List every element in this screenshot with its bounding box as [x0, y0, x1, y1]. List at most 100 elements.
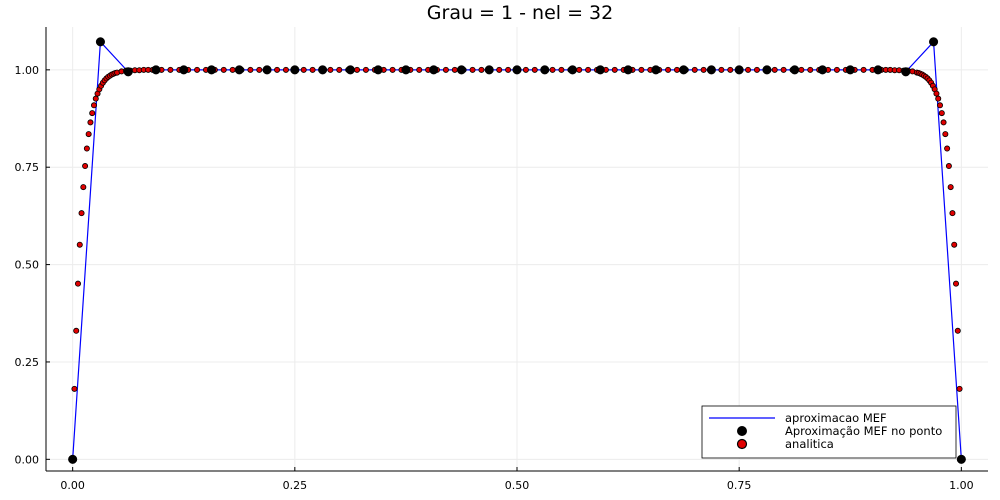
analytic-point [167, 66, 174, 73]
analytic-point [74, 280, 81, 287]
fem-node-point [456, 65, 467, 75]
fem-node-point [345, 65, 355, 75]
legend-node-swatch [737, 426, 747, 436]
analytic-point [611, 66, 618, 73]
legend: aproximacao MEF Aproximação MEF no ponto… [701, 405, 957, 459]
analytic-point [954, 327, 961, 334]
analytic-point [82, 163, 89, 170]
fem-node-point [512, 65, 522, 75]
analytic-point [700, 66, 707, 73]
analytic-point [549, 66, 556, 73]
fem-node-point [679, 65, 689, 75]
analytic-point [940, 119, 947, 126]
analytic-point [949, 210, 956, 217]
analytic-point [780, 66, 787, 73]
analytic-point [73, 327, 80, 334]
y-tick-label: 0.00 [15, 453, 40, 466]
analytic-point [247, 66, 254, 73]
analytic-point [442, 66, 449, 73]
fem-node-point [540, 65, 550, 75]
analytic-point [300, 66, 307, 73]
legend-label-nodes: Aproximação MEF no ponto [785, 424, 942, 438]
fem-node-point [929, 37, 939, 47]
fem-node-point [373, 65, 383, 75]
analytic-point [76, 241, 83, 248]
axes [45, 27, 988, 472]
analytic-point [745, 66, 752, 73]
analytic-point [362, 66, 369, 73]
fem-node-point [262, 65, 272, 75]
analytic-point [938, 110, 945, 117]
analytic-point [937, 102, 944, 109]
analytic-point [956, 385, 963, 392]
analytic-point [92, 95, 99, 102]
fem-node-point [484, 65, 494, 75]
analytic-point [336, 66, 343, 73]
analytic-point [83, 145, 90, 152]
fem-node-point [179, 65, 189, 75]
analytic-point [951, 241, 958, 248]
legend-label-line: aproximacao MEF [785, 411, 887, 425]
analytic-point [71, 385, 78, 392]
fem-node-point [95, 37, 105, 47]
analytic-point [469, 66, 476, 73]
analytic-point [89, 110, 96, 117]
fem-node-point [845, 65, 855, 75]
analytic-point [833, 66, 840, 73]
analytic-point [944, 145, 951, 152]
analytic-point [860, 66, 867, 73]
fem-node-point [956, 454, 966, 464]
fem-node-point [595, 65, 605, 75]
fem-node-point [901, 67, 911, 77]
analytic-point [496, 66, 503, 73]
x-tick-label: 1.00 [949, 479, 974, 492]
analytic-point [585, 66, 592, 73]
fem-node-point [817, 65, 828, 75]
analytic-point [665, 66, 672, 73]
analytic-point [947, 184, 954, 191]
analytic-point [638, 66, 645, 73]
grid [46, 27, 988, 471]
analytic-point [727, 66, 734, 73]
y-tick-label: 1.00 [15, 64, 40, 77]
legend-label-analytic: analitica [785, 437, 834, 451]
analytic-point [942, 131, 949, 138]
fem-node-point [623, 65, 633, 75]
fem-node-point [790, 65, 800, 75]
analytic-point [389, 66, 396, 73]
analytic-point [807, 66, 814, 73]
analytic-point [416, 66, 423, 73]
analytic-point [80, 184, 87, 191]
analytic-point [771, 66, 778, 73]
analytic-point [451, 66, 458, 73]
fem-node-point [123, 67, 133, 77]
analytic-point [531, 66, 538, 73]
analytic-point [354, 66, 361, 73]
analytic-point [229, 66, 236, 73]
analytic-point [945, 163, 952, 170]
fem-node-point [734, 65, 744, 75]
analytic-point [753, 66, 760, 73]
x-tick-label: 0.50 [505, 479, 530, 492]
analytic-point [78, 210, 85, 217]
fem-node-point [429, 65, 439, 75]
fem-node-point [290, 65, 300, 75]
x-tick-label: 0.25 [283, 479, 308, 492]
analytic-point [522, 66, 529, 73]
fem-node-point [567, 65, 578, 75]
analytic-point [478, 66, 485, 73]
y-tick-label: 0.75 [15, 161, 40, 174]
y-tick-label: 0.50 [15, 259, 40, 272]
chart-title: Grau = 1 - nel = 32 [427, 2, 613, 24]
analytic-point [87, 119, 94, 126]
analytic-point [505, 66, 512, 73]
analytic-point [673, 66, 680, 73]
analytic-point [282, 66, 289, 73]
x-tick-label: 0.75 [727, 479, 752, 492]
fem-node-point [318, 65, 328, 75]
analytic-point [953, 280, 960, 287]
legend-analytic-swatch [736, 438, 748, 450]
fem-node-point [873, 65, 883, 75]
fem-node-points-layer [68, 37, 966, 464]
